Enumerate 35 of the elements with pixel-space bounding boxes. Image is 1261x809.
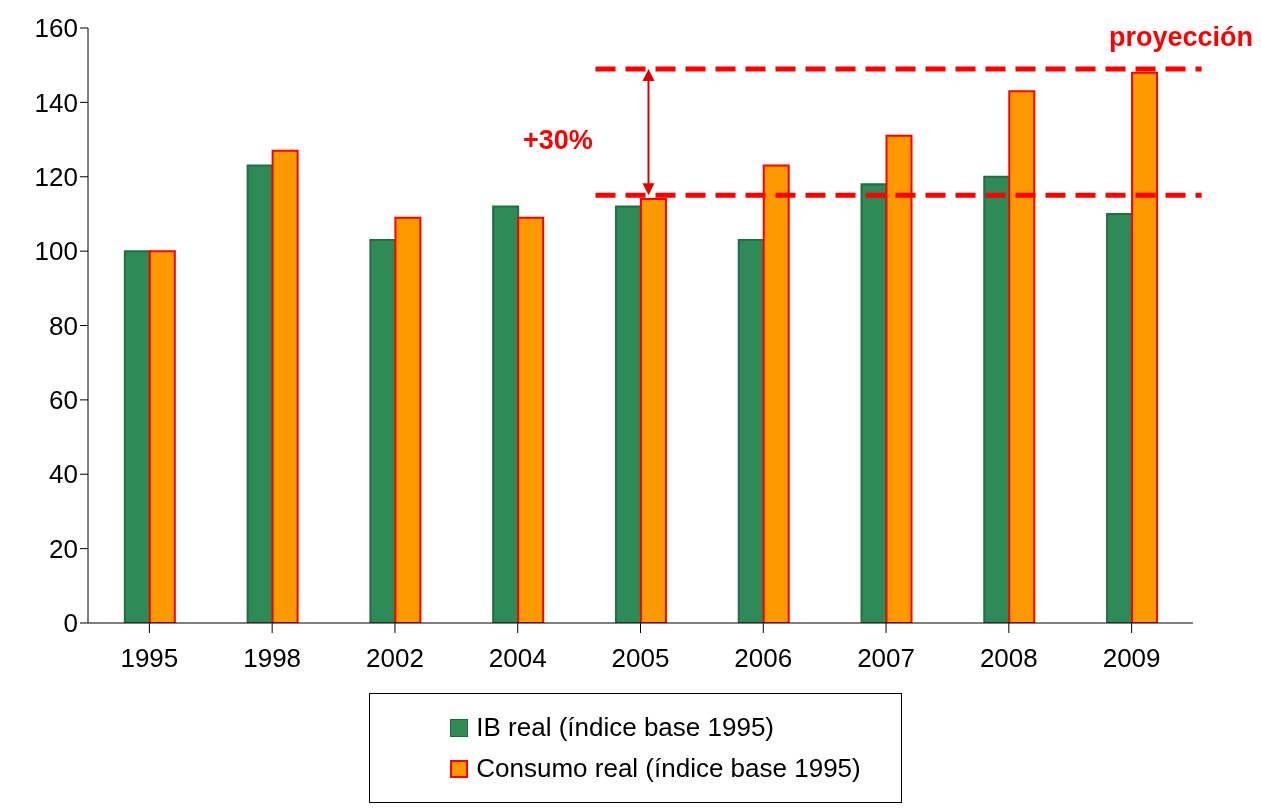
x-tick-label: 2008 <box>979 643 1038 674</box>
bar <box>123 250 151 623</box>
bar <box>246 164 274 623</box>
y-tick-label: 60 <box>49 385 78 416</box>
bar <box>492 205 520 623</box>
x-tick-label: 2009 <box>1102 643 1161 674</box>
bar <box>1106 212 1134 623</box>
bar <box>860 183 888 623</box>
bar <box>737 238 765 623</box>
x-tick-label: 2004 <box>488 643 547 674</box>
x-tick-label: 2007 <box>857 643 915 674</box>
bar <box>369 238 397 623</box>
annotation: proyección <box>1108 22 1253 53</box>
bar <box>271 149 299 623</box>
annotation: +30% <box>523 125 593 156</box>
legend-label: Consumo real (índice base 1995) <box>476 753 861 784</box>
x-tick-label: 2002 <box>366 643 424 674</box>
y-tick-label: 100 <box>34 236 78 267</box>
x-tick-label: 2005 <box>611 643 670 674</box>
y-tick-label: 160 <box>34 13 78 44</box>
bar <box>148 250 176 623</box>
bar <box>394 216 422 623</box>
bar <box>614 205 642 623</box>
x-tick-label: 1998 <box>243 643 302 674</box>
x-tick-label: 1995 <box>120 643 179 674</box>
x-tick-label: 2006 <box>734 643 793 674</box>
legend-label: IB real (índice base 1995) <box>476 712 774 743</box>
y-tick-label: 140 <box>34 87 78 118</box>
y-tick-label: 80 <box>49 310 78 341</box>
y-tick-label: 0 <box>63 608 78 639</box>
y-tick-label: 120 <box>34 161 78 192</box>
y-tick-label: 40 <box>49 459 78 490</box>
bar <box>517 216 545 623</box>
bar <box>983 175 1011 623</box>
y-tick-label: 20 <box>49 533 78 564</box>
